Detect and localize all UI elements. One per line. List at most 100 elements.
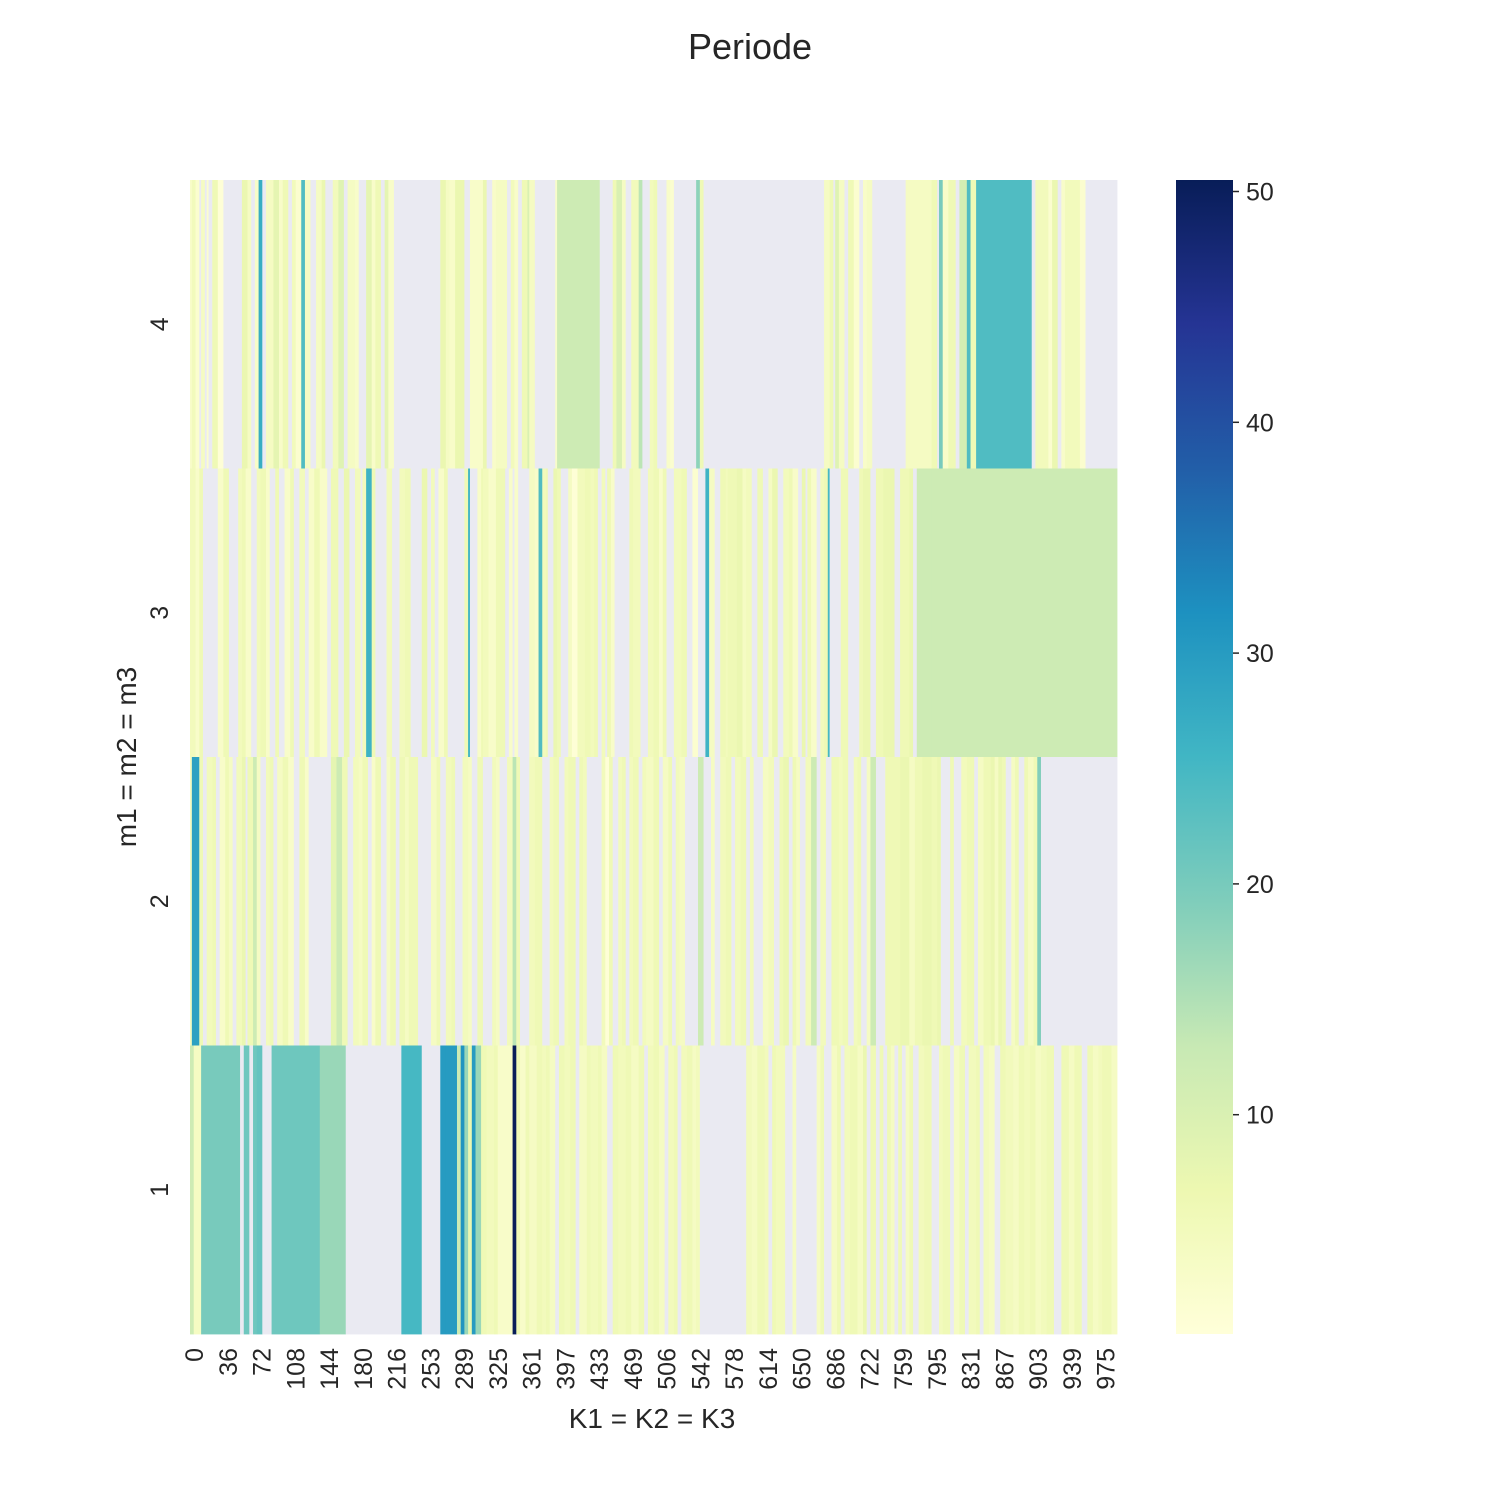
heatmap-cell	[703, 757, 712, 1046]
heatmap-cell	[798, 468, 803, 758]
heatmap-cell	[308, 468, 315, 758]
heatmap-cell	[190, 468, 196, 758]
heatmap-cell	[438, 468, 445, 758]
heatmap-cell	[514, 468, 519, 758]
heatmap-cell	[451, 757, 456, 1046]
heatmap-cell	[520, 757, 530, 1046]
x-axis-ticks: 0 36 72 108 144 180 216 253 289 325 361 397 433 469 50…	[181, 1348, 1121, 1390]
heatmap-cell	[1037, 757, 1042, 1046]
heatmap-cell	[831, 1045, 838, 1335]
heatmap-cell	[282, 180, 289, 469]
heatmap-cell	[1040, 757, 1047, 1046]
heatmap-cell	[590, 1045, 599, 1335]
heatmap-cell	[586, 1045, 591, 1335]
heatmap-cell	[266, 468, 271, 758]
heatmap-cell	[269, 757, 274, 1046]
heatmap-cell	[495, 180, 508, 469]
heatmap-cell	[657, 180, 667, 469]
heatmap-cell	[1111, 1045, 1118, 1335]
heatmap-cell	[703, 1045, 747, 1335]
heatmap-cell	[193, 1045, 202, 1335]
heatmap-cell	[191, 757, 200, 1046]
heatmap-cell	[195, 180, 200, 469]
heatmap-cell	[638, 757, 643, 1046]
heatmap-cell	[206, 757, 213, 1046]
heatmap-cell	[1065, 180, 1081, 469]
heatmap-cell	[940, 757, 951, 1046]
heatmap-cell	[866, 180, 873, 469]
heatmap-cell	[471, 757, 478, 1046]
heatmap-cell	[746, 468, 753, 758]
heatmap-cell	[256, 757, 261, 1046]
heatmap-cell	[486, 1045, 495, 1335]
heatmap-cell	[909, 1045, 914, 1335]
heatmap-cell	[468, 468, 471, 758]
heatmap-cell	[330, 757, 337, 1046]
heatmap-cell	[777, 468, 784, 758]
heatmap-cell	[820, 757, 827, 1046]
heatmap-cell	[223, 180, 243, 469]
heatmap-cell	[508, 468, 513, 758]
heatmap-cell	[914, 757, 923, 1046]
heatmap-cell	[575, 1045, 580, 1335]
heatmap-cell	[629, 468, 634, 758]
heatmap-cell	[282, 757, 289, 1046]
heatmap-cell	[799, 757, 806, 1046]
heatmap-cell	[199, 180, 202, 469]
heatmap-cell	[204, 180, 208, 469]
heatmap-cell	[497, 1045, 513, 1335]
heatmap-cell	[332, 180, 339, 469]
heatmap-cell	[824, 1045, 832, 1335]
heatmap-cell	[679, 757, 686, 1046]
heatmap-cell	[362, 757, 369, 1046]
heatmap-cell	[202, 468, 219, 758]
heatmap-cell	[260, 468, 267, 758]
x-tick-label: 831	[958, 1348, 986, 1390]
heatmap-cell	[534, 757, 543, 1046]
heatmap-cell	[371, 468, 376, 758]
heatmap-cell	[1002, 757, 1007, 1046]
heatmap-cell	[994, 757, 999, 1046]
heatmap-cell	[1061, 1045, 1070, 1335]
heatmap-cell	[445, 1045, 458, 1335]
heatmap-cell	[861, 757, 868, 1046]
heatmap-cell	[939, 180, 944, 469]
heatmap-cell	[612, 1045, 619, 1335]
heatmap-cell	[440, 1045, 447, 1335]
heatmap-cell	[698, 757, 704, 1046]
heatmap-cell	[534, 180, 556, 469]
x-tick-label: 686	[823, 1348, 851, 1390]
heatmap-cell	[336, 757, 343, 1046]
heatmap-cell	[939, 1045, 944, 1335]
heatmap-cell	[475, 1045, 482, 1335]
heatmap-cell	[477, 468, 482, 758]
heatmap-cell	[527, 180, 530, 469]
heatmap-cell	[545, 1045, 551, 1335]
heatmap-cell	[850, 1045, 858, 1335]
heatmap-cell	[1040, 1045, 1047, 1335]
heatmap-cell	[829, 468, 834, 758]
heatmap-cell	[319, 468, 328, 758]
heatmap-cell	[699, 180, 704, 469]
heatmap-cell	[529, 180, 536, 469]
heatmap-cell	[225, 757, 230, 1046]
heatmap-cell	[536, 1045, 543, 1335]
heatmap-cell	[1024, 1045, 1031, 1335]
heatmap-cell	[304, 180, 311, 469]
heatmap-cell	[774, 757, 780, 1046]
heatmap-cell	[321, 180, 326, 469]
heatmap-cell	[831, 757, 840, 1046]
x-tick-label: 216	[384, 1348, 412, 1390]
heatmap-cells	[190, 180, 1118, 1335]
heatmap-cell	[964, 1045, 970, 1335]
heatmap-cell	[753, 757, 764, 1046]
heatmap-cell	[464, 1045, 469, 1335]
heatmap-cell	[358, 180, 367, 469]
heatmap-cell	[727, 468, 738, 758]
heatmap-cell	[913, 1045, 920, 1335]
heatmap-cell	[507, 757, 513, 1046]
heatmap-cell	[863, 468, 871, 758]
heatmap-cell	[901, 1045, 907, 1335]
heatmap-cell	[558, 1045, 565, 1335]
heatmap-cell	[894, 1045, 899, 1335]
